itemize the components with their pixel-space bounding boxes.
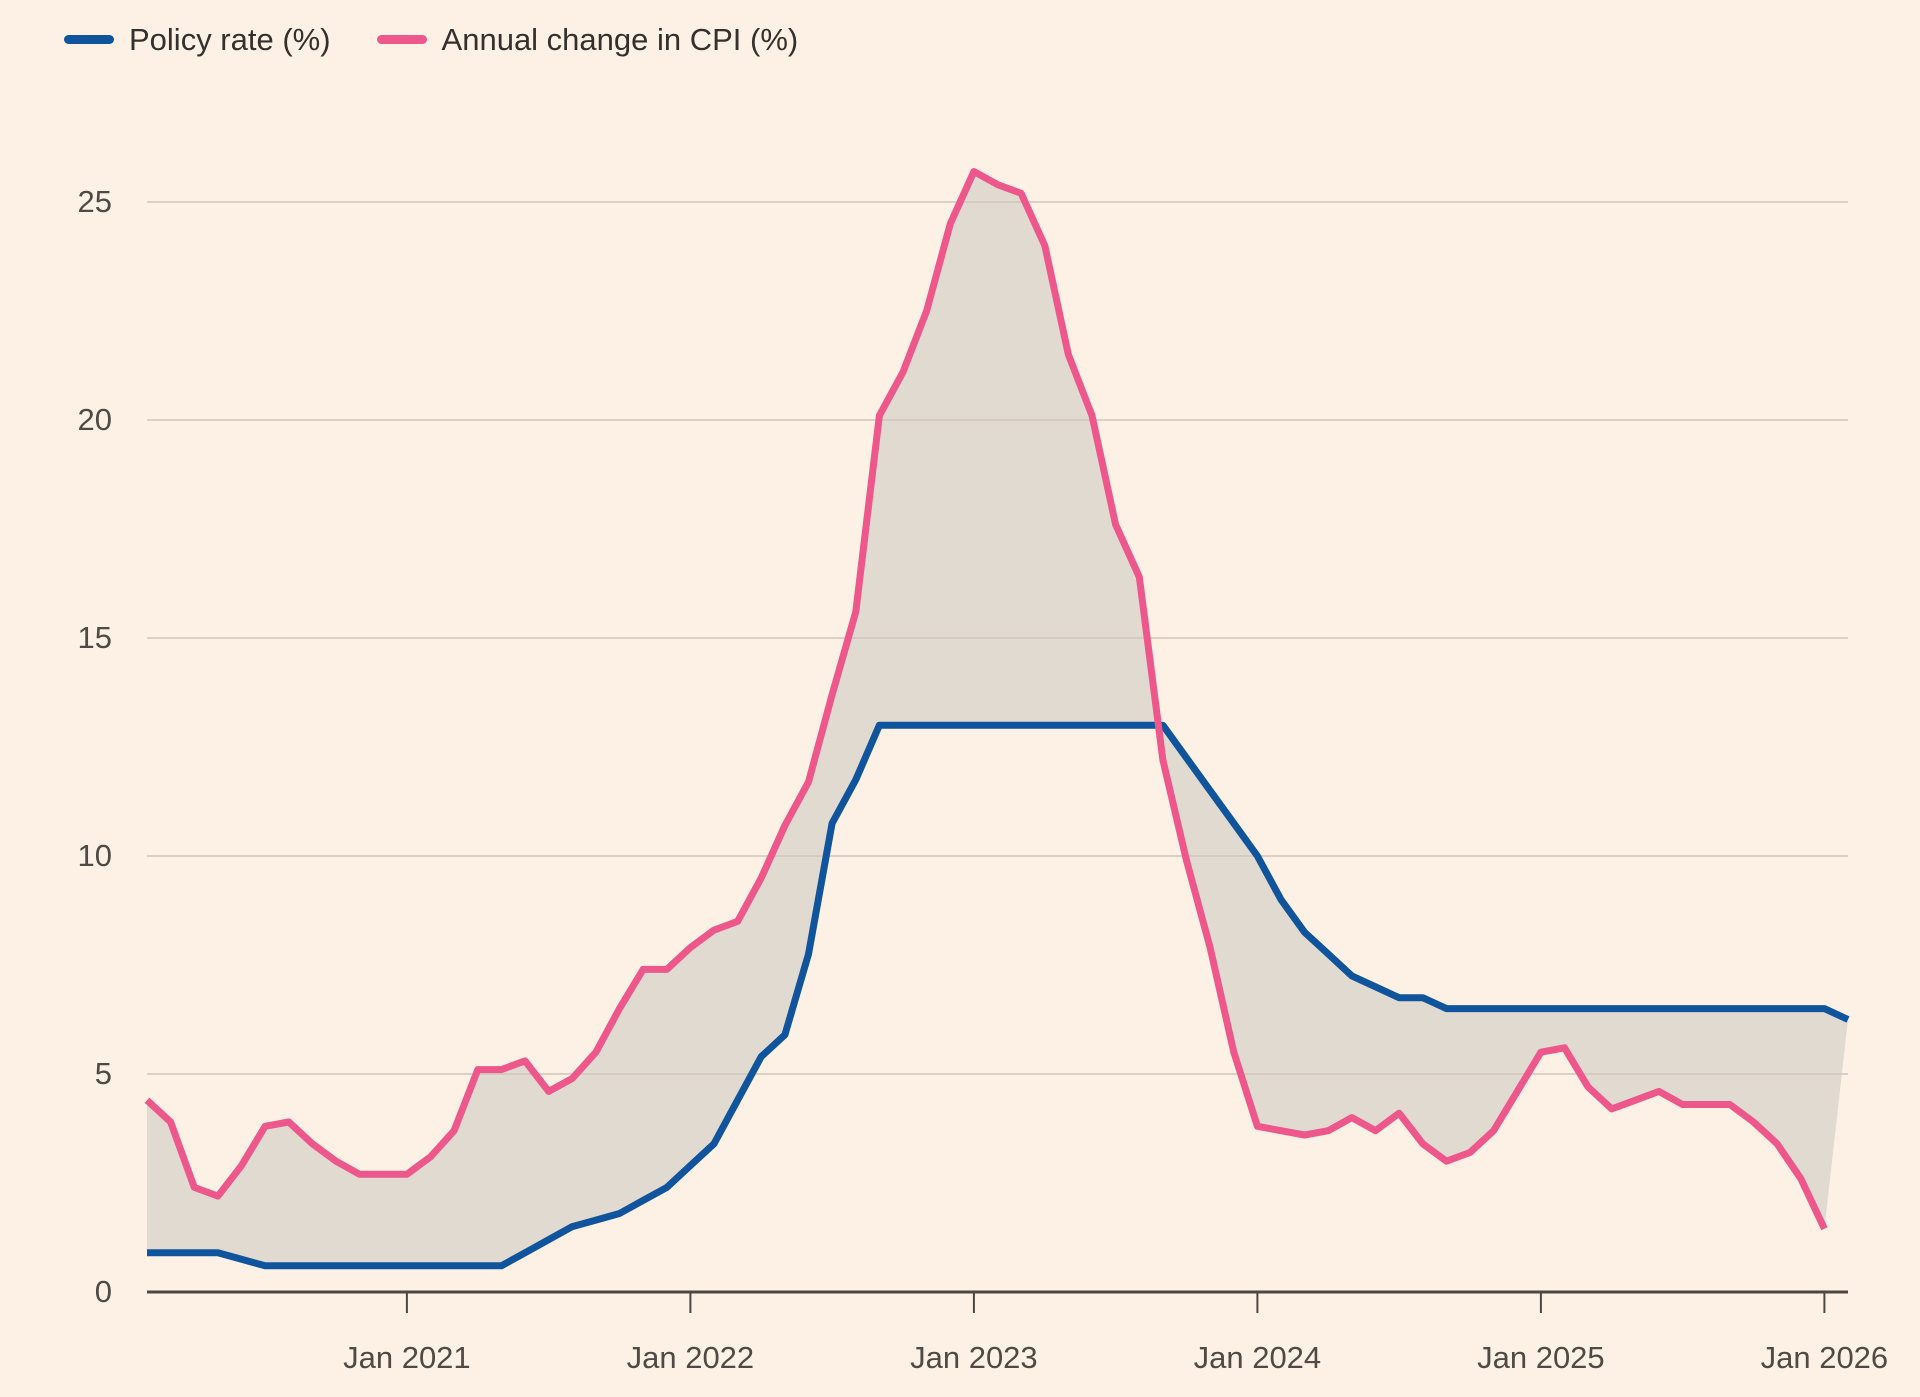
x-tick-label: Jan 2026 bbox=[1761, 1340, 1889, 1375]
y-tick-label: 0 bbox=[95, 1274, 112, 1309]
x-tick-label: Jan 2023 bbox=[910, 1340, 1038, 1375]
y-tick-label: 15 bbox=[78, 620, 112, 655]
cpi-line bbox=[144, 168, 1828, 1231]
chart-legend: Policy rate (%) Annual change in CPI (%) bbox=[64, 24, 798, 55]
cpi-swatch-icon bbox=[376, 35, 427, 44]
policy-rate-swatch-icon bbox=[64, 35, 114, 44]
between-fill bbox=[147, 171, 1848, 1266]
policy-rate-line bbox=[147, 721, 1850, 1270]
y-tick-label: 25 bbox=[78, 184, 112, 219]
x-tick-label: Jan 2021 bbox=[343, 1340, 471, 1375]
legend-label-cpi: Annual change in CPI (%) bbox=[441, 22, 799, 57]
legend-label-policy-rate: Policy rate (%) bbox=[129, 22, 331, 57]
y-tick-label: 5 bbox=[95, 1056, 112, 1091]
y-tick-label: 10 bbox=[78, 838, 112, 873]
y-tick-label: 20 bbox=[78, 402, 112, 437]
legend-item-policy-rate: Policy rate (%) bbox=[64, 24, 331, 55]
x-tick-label: Jan 2025 bbox=[1477, 1340, 1605, 1375]
x-tick-label: Jan 2022 bbox=[627, 1340, 755, 1375]
legend-item-cpi: Annual change in CPI (%) bbox=[376, 22, 799, 57]
x-tick-label: Jan 2024 bbox=[1194, 1340, 1322, 1375]
